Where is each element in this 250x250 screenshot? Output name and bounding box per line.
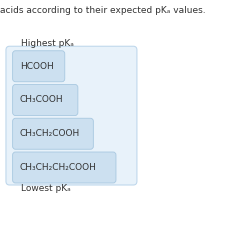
Text: CH₃CH₂CH₂COOH: CH₃CH₂CH₂COOH [20, 163, 97, 172]
Text: CH₃COOH: CH₃COOH [20, 96, 64, 104]
Text: HCOOH: HCOOH [20, 62, 54, 71]
FancyBboxPatch shape [6, 46, 137, 185]
Text: Lowest pKₐ: Lowest pKₐ [22, 184, 71, 193]
FancyBboxPatch shape [12, 51, 65, 82]
Text: CH₃CH₂COOH: CH₃CH₂COOH [20, 129, 80, 138]
FancyBboxPatch shape [12, 118, 93, 149]
Text: Highest pKₐ: Highest pKₐ [22, 39, 74, 48]
Text: acids according to their expected pKₐ values.: acids according to their expected pKₐ va… [0, 6, 206, 15]
FancyBboxPatch shape [12, 84, 78, 116]
FancyBboxPatch shape [12, 152, 116, 183]
